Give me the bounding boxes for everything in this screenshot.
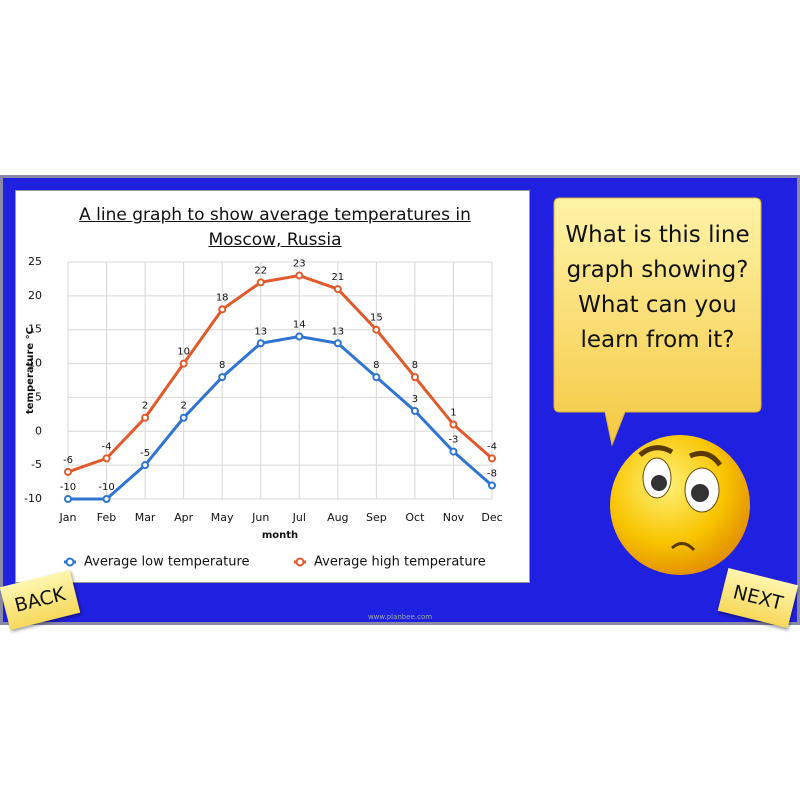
x-tick-label: Nov: [443, 511, 465, 524]
point: [295, 332, 304, 341]
data-label: -3: [448, 435, 458, 446]
data-label: 8: [373, 360, 379, 371]
x-tick-label: Jan: [59, 511, 77, 524]
y-tick-label: 5: [35, 390, 42, 403]
y-tick-label: 10: [28, 357, 42, 370]
legend-label: Average low temperature: [84, 555, 250, 570]
y-tick-label: 15: [28, 323, 42, 336]
x-tick-label: Jun: [251, 511, 269, 524]
y-tick-label: -10: [24, 492, 42, 505]
x-tick-label: Apr: [174, 511, 194, 524]
point: [141, 461, 150, 470]
data-label: 1: [450, 408, 456, 419]
data-label: -4: [487, 441, 497, 452]
x-axis-label: month: [262, 530, 298, 541]
data-label: -10: [98, 482, 114, 493]
chart-title: A line graph to show average temperature…: [79, 205, 471, 250]
data-label: 22: [254, 265, 267, 276]
point: [179, 359, 188, 368]
x-tick-label: Feb: [97, 511, 116, 524]
data-label: 18: [216, 292, 229, 303]
x-tick-label: Dec: [481, 511, 502, 524]
data-label: 2: [180, 401, 186, 412]
emoji: [610, 435, 750, 575]
data-label: 15: [370, 313, 383, 324]
x-tick-label: Mar: [135, 511, 156, 524]
series-line: [67, 273, 493, 474]
data-label: 13: [254, 326, 267, 337]
point: [295, 271, 304, 280]
point: [218, 373, 227, 382]
point: [333, 285, 342, 294]
point: [449, 420, 458, 429]
y-tick-label: 20: [28, 289, 42, 302]
point: [372, 373, 381, 382]
series-line: [68, 334, 493, 501]
point: [179, 413, 188, 422]
y-axis-label: temperature °C: [25, 327, 36, 414]
data-label: 10: [177, 347, 190, 358]
data-label: -10: [60, 482, 76, 493]
y-tick-label: 0: [35, 424, 42, 437]
x-tick-label: Aug: [327, 511, 348, 524]
data-label: 3: [412, 394, 418, 405]
footer: www.planbee.com: [367, 613, 433, 621]
point: [488, 454, 496, 463]
point: [256, 339, 265, 348]
data-label: -6: [63, 455, 73, 466]
data-label: 23: [293, 259, 306, 270]
data-label: 14: [293, 319, 306, 330]
data-label: -4: [102, 441, 112, 452]
data-label: -8: [487, 468, 497, 479]
y-tick-label: -5: [31, 458, 42, 471]
speech-text: What is this line graph showing? What ca…: [565, 222, 750, 353]
point: [449, 447, 458, 456]
point: [218, 305, 227, 314]
speech-bubble: [553, 197, 762, 447]
point: [488, 481, 496, 490]
point: [333, 339, 342, 348]
point: [410, 373, 419, 382]
point: [64, 495, 72, 503]
data-label: 21: [331, 272, 344, 283]
data-label: 2: [142, 401, 148, 412]
point: [410, 406, 419, 415]
point: [256, 278, 265, 287]
x-tick-label: May: [211, 511, 234, 524]
data-label: 13: [331, 326, 344, 337]
legend-label: Average high temperature: [314, 555, 486, 570]
data-label: 8: [412, 360, 418, 371]
point: [102, 454, 111, 463]
data-label: 8: [219, 360, 225, 371]
x-tick-label: Sep: [366, 511, 387, 524]
point: [141, 413, 150, 422]
legend-marker: [65, 557, 75, 567]
point: [372, 325, 381, 334]
legend-marker: [295, 557, 305, 567]
y-tick-label: 25: [28, 255, 42, 268]
x-tick-label: Jul: [292, 511, 306, 524]
x-tick-label: Oct: [405, 511, 425, 524]
data-label: -5: [140, 448, 150, 459]
point: [64, 467, 72, 476]
point: [102, 495, 111, 503]
chart-panel: [15, 190, 530, 583]
